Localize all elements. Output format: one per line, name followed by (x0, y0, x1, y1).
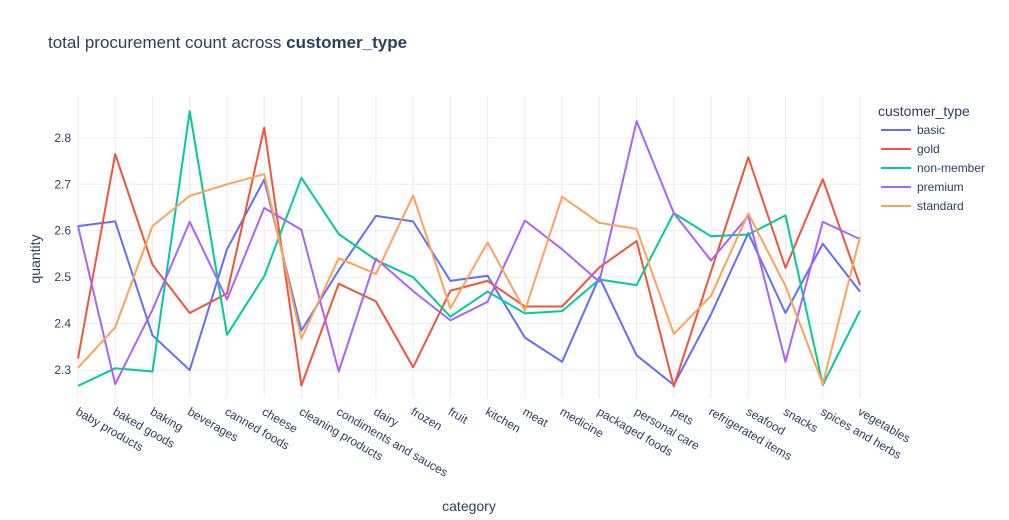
y-axis-title: quantity (27, 234, 43, 283)
y-axis-ticks: 2.3 2.4 2.5 2.6 2.7 2.8 (54, 131, 71, 377)
series-line-basic (77, 178, 861, 386)
y-tick-label: 2.6 (54, 224, 71, 238)
legend-title: customer_type (878, 103, 970, 119)
legend-label-non-member: non-member (917, 161, 985, 175)
x-tick-label: meat (520, 404, 551, 430)
chart-title-prefix: total procurement count across (48, 33, 286, 52)
y-tick-label: 2.4 (54, 317, 71, 331)
series-line-gold (77, 126, 861, 388)
series-line-premium (77, 120, 861, 386)
chart-title-bold: customer_type (286, 33, 407, 52)
x-axis-title: category (442, 498, 496, 514)
legend-label-gold: gold (917, 142, 940, 156)
y-tick-label: 2.7 (54, 177, 71, 191)
y-tick-label: 2.5 (54, 270, 71, 284)
legend-items: basic gold non-member premium standard (881, 123, 985, 213)
y-tick-label: 2.8 (54, 131, 71, 145)
legend-label-standard: standard (917, 199, 964, 213)
x-tick-label: frozen (409, 404, 445, 433)
x-tick-label: snacks (781, 404, 820, 435)
series-line-non-member (77, 110, 861, 387)
y-tick-label: 2.3 (54, 363, 71, 377)
legend-label-basic: basic (917, 123, 945, 137)
chart-title: total procurement count across customer_… (48, 33, 407, 52)
x-tick-label: kitchen (483, 404, 523, 435)
legend: customer_type basic gold non-member premium… (878, 103, 985, 213)
legend-label-premium: premium (917, 180, 964, 194)
x-tick-label: fruit (446, 404, 471, 426)
series-lines (77, 110, 861, 388)
series-line-standard (77, 173, 861, 386)
